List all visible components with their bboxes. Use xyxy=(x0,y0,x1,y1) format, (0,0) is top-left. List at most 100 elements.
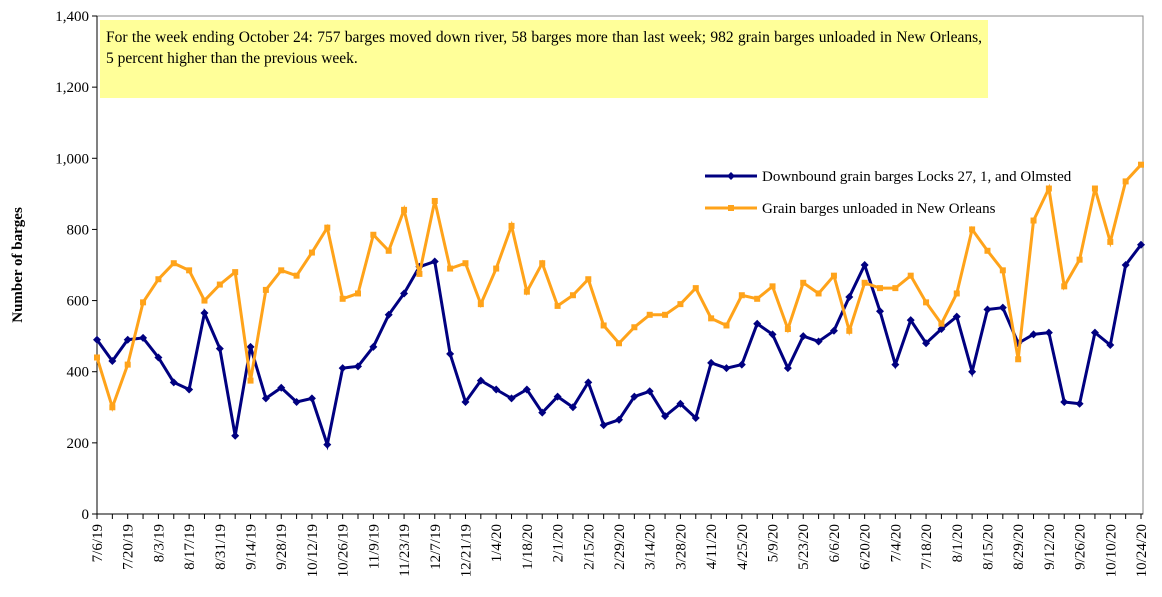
data-point xyxy=(493,265,500,272)
data-point xyxy=(200,309,209,318)
data-point xyxy=(923,299,930,306)
data-point xyxy=(876,307,884,316)
data-point xyxy=(692,285,699,292)
data-point xyxy=(109,404,116,411)
data-point xyxy=(830,272,837,279)
data-point xyxy=(708,315,715,322)
data-point xyxy=(355,290,361,297)
data-point xyxy=(307,394,316,403)
data-point xyxy=(186,267,193,274)
data-point xyxy=(800,279,807,286)
data-point xyxy=(661,412,670,421)
data-point xyxy=(569,292,576,299)
data-point xyxy=(983,305,992,314)
data-point xyxy=(1045,185,1052,192)
data-point xyxy=(845,293,854,302)
data-point xyxy=(476,376,485,385)
data-point xyxy=(277,383,286,392)
data-point xyxy=(246,342,255,351)
data-point xyxy=(553,392,562,401)
data-point xyxy=(416,270,423,277)
data-point xyxy=(384,310,393,319)
data-point xyxy=(1138,161,1144,168)
data-point xyxy=(937,325,946,334)
data-point xyxy=(123,335,132,344)
data-point xyxy=(1015,356,1022,363)
x-tick-label: 7/18/20 xyxy=(919,524,935,570)
data-point xyxy=(293,272,300,279)
data-point xyxy=(185,385,194,394)
data-point xyxy=(631,324,638,331)
data-point xyxy=(1121,261,1130,269)
data-point xyxy=(338,364,347,373)
data-point xyxy=(1137,240,1145,249)
data-point xyxy=(215,344,224,353)
data-point xyxy=(140,299,147,306)
x-tick-label: 3/14/20 xyxy=(643,524,659,570)
data-point xyxy=(324,224,331,231)
annotation-box: For the week ending October 24: 757 barg… xyxy=(100,20,988,98)
data-point xyxy=(691,413,700,422)
x-tick-label: 4/25/20 xyxy=(735,524,751,570)
data-point xyxy=(539,260,546,267)
data-point xyxy=(1060,397,1069,406)
data-point xyxy=(369,342,378,351)
data-point xyxy=(461,397,470,406)
data-point xyxy=(906,316,915,325)
data-point xyxy=(292,397,301,406)
x-tick-label: 8/3/19 xyxy=(151,524,167,562)
x-tick-label: 11/23/19 xyxy=(397,524,413,577)
data-point xyxy=(677,301,684,308)
x-tick-label: 9/28/19 xyxy=(274,524,290,570)
x-tick-label: 8/29/20 xyxy=(1011,524,1027,570)
x-tick-label: 7/4/20 xyxy=(888,524,904,562)
x-tick-label: 7/6/19 xyxy=(90,524,106,562)
data-point xyxy=(814,337,823,346)
x-tick-label: 2/29/20 xyxy=(612,524,628,570)
y-tick-label: 1,200 xyxy=(55,80,89,96)
data-point xyxy=(907,272,914,279)
data-point xyxy=(370,231,377,238)
x-tick-label: 12/7/19 xyxy=(428,524,444,570)
y-tick-label: 200 xyxy=(67,436,90,452)
legend-marker xyxy=(728,205,734,211)
data-point xyxy=(538,408,547,417)
data-point xyxy=(201,297,208,304)
data-point xyxy=(599,421,608,430)
x-tick-label: 11/9/19 xyxy=(366,524,382,569)
y-tick-label: 1,000 xyxy=(55,151,89,167)
y-tick-label: 600 xyxy=(67,294,90,310)
x-tick-label: 8/31/19 xyxy=(213,524,229,570)
data-point xyxy=(232,269,239,276)
data-point xyxy=(568,403,577,412)
data-point xyxy=(1076,256,1083,263)
data-point xyxy=(247,377,254,384)
data-point xyxy=(492,385,501,394)
x-tick-label: 10/10/20 xyxy=(1103,524,1119,577)
data-point xyxy=(783,364,792,373)
data-point xyxy=(1029,330,1038,339)
x-tick-label: 9/14/19 xyxy=(244,524,260,570)
data-point xyxy=(861,279,868,286)
data-point xyxy=(139,333,148,342)
data-point xyxy=(952,312,961,321)
data-point xyxy=(662,311,669,318)
legend-marker xyxy=(727,172,735,180)
data-point xyxy=(676,399,685,408)
data-point xyxy=(401,206,408,213)
data-point xyxy=(585,276,592,283)
data-point xyxy=(645,387,654,396)
data-point xyxy=(860,261,869,269)
data-point xyxy=(446,349,455,358)
data-point xyxy=(170,260,177,267)
data-point xyxy=(431,197,438,204)
data-point xyxy=(737,360,746,369)
data-point xyxy=(1107,238,1114,245)
legend-label: Downbound grain barges Locks 27, 1, and … xyxy=(762,169,1072,185)
data-point xyxy=(630,392,639,401)
data-point xyxy=(477,301,484,308)
data-point xyxy=(953,290,960,297)
data-point xyxy=(723,322,730,329)
data-point xyxy=(522,385,531,394)
